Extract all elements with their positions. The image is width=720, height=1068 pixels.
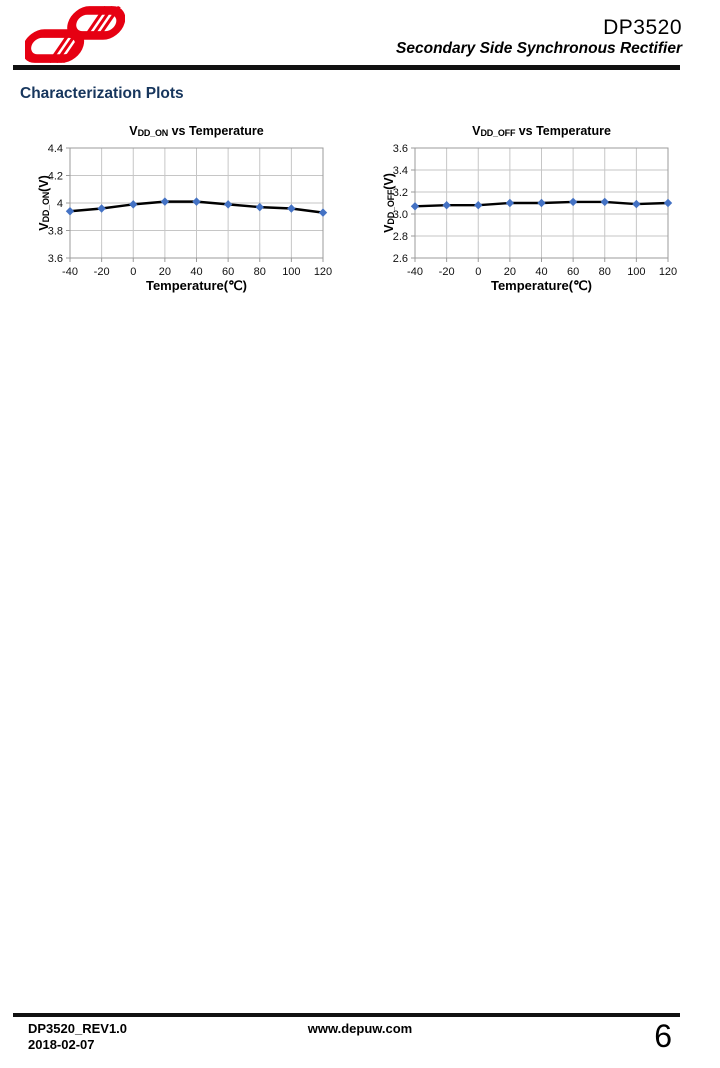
svg-text:20: 20: [159, 266, 171, 278]
vdd-off-chart: VDD_OFF vs Temperature VDD_OFF(V) 2.6 2.8…: [373, 120, 688, 298]
svg-text:100: 100: [627, 266, 645, 278]
svg-text:3.4: 3.4: [393, 165, 408, 177]
vdd-off-chart-title: VDD_OFF vs Temperature: [472, 124, 611, 138]
dp-company-logo-icon: [25, 6, 125, 63]
footer-rule: [13, 1013, 680, 1017]
vdd-on-chart-title: VDD_ON vs Temperature: [129, 124, 264, 138]
svg-text:4.4: 4.4: [48, 143, 63, 155]
svg-text:60: 60: [567, 266, 579, 278]
product-title: DP3520: [603, 16, 682, 39]
svg-text:4: 4: [57, 198, 63, 210]
page-number: 6: [654, 1018, 672, 1054]
svg-text:120: 120: [314, 266, 332, 278]
svg-text:4.2: 4.2: [48, 171, 63, 183]
svg-text:40: 40: [190, 266, 202, 278]
svg-text:3.2: 3.2: [393, 187, 408, 199]
vdd-on-plot-area: 3.6 3.8 4 4.2 4.4 -40 -20 0 20 40 60 80 100 120: [48, 143, 332, 278]
svg-text:-40: -40: [62, 266, 78, 278]
svg-text:100: 100: [282, 266, 300, 278]
svg-text:-20: -20: [94, 266, 110, 278]
vdd-off-plot-area: 2.6 2.8 3.0 3.2 3.4 3.6 -40 -20 0 20 40 60 80 100 120: [393, 143, 677, 278]
svg-text:40: 40: [535, 266, 547, 278]
svg-text:80: 80: [599, 266, 611, 278]
product-subtitle: Secondary Side Synchronous Rectifier: [396, 40, 682, 57]
footer-website: www.depuw.com: [307, 1021, 413, 1036]
svg-text:3.8: 3.8: [48, 226, 63, 238]
svg-text:-40: -40: [407, 266, 423, 278]
svg-text:-20: -20: [439, 266, 455, 278]
svg-text:3.0: 3.0: [393, 209, 408, 221]
footer-date: 2018-02-07: [28, 1037, 95, 1052]
header-rule: [13, 65, 680, 70]
svg-text:0: 0: [475, 266, 481, 278]
vdd-on-x-axis-label: Temperature(℃): [145, 278, 248, 293]
svg-text:60: 60: [222, 266, 234, 278]
footer-revision-block: DP3520_REV1.0 2018-02-07: [28, 1021, 127, 1053]
svg-text:2.8: 2.8: [393, 231, 408, 243]
footer-doc-revision: DP3520_REV1.0: [28, 1021, 128, 1036]
svg-text:120: 120: [659, 266, 677, 278]
svg-text:80: 80: [254, 266, 266, 278]
vdd-off-x-axis-label: Temperature(℃): [490, 278, 593, 293]
svg-text:20: 20: [504, 266, 516, 278]
svg-text:0: 0: [130, 266, 136, 278]
svg-text:3.6: 3.6: [48, 253, 63, 265]
header-title-block: DP3520 Secondary Side Synchronous Rectif…: [396, 16, 682, 58]
vdd-on-chart: VDD_ON vs Temperature VDD_ON(V) 3.6 3.8 4 4…: [28, 120, 343, 298]
svg-text:3.6: 3.6: [393, 143, 408, 155]
section-title: Characterization Plots: [20, 85, 184, 102]
svg-text:2.6: 2.6: [393, 253, 408, 265]
